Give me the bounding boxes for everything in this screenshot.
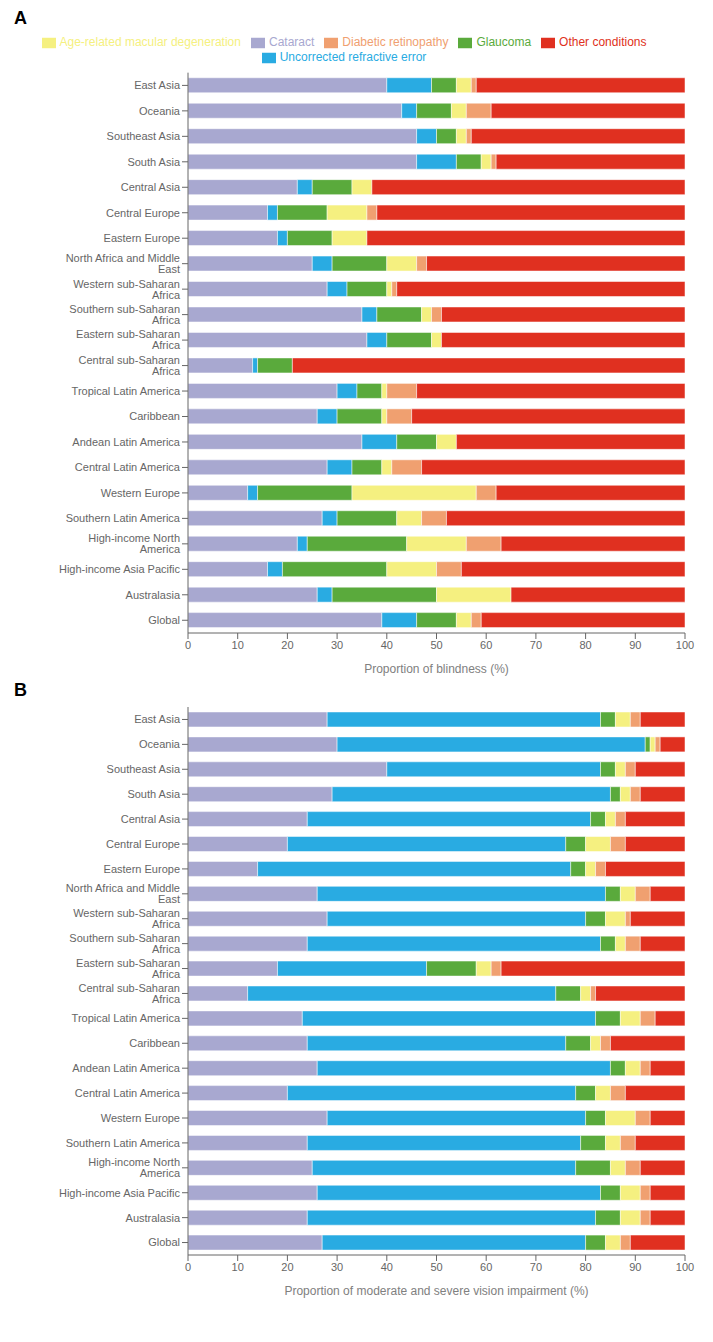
svg-text:Central Latin America: Central Latin America: [75, 1087, 181, 1099]
svg-text:Southern sub-SaharanAfrica: Southern sub-SaharanAfrica: [69, 932, 181, 955]
svg-text:North Africa and MiddleEast: North Africa and MiddleEast: [66, 882, 180, 905]
svg-text:50: 50: [430, 1261, 442, 1273]
svg-text:Southern Latin America: Southern Latin America: [66, 512, 181, 524]
svg-text:High-income Asia Pacific: High-income Asia Pacific: [59, 1187, 181, 1199]
svg-text:Oceania: Oceania: [139, 105, 181, 117]
svg-text:70: 70: [530, 1261, 542, 1273]
svg-text:Southern Latin America: Southern Latin America: [66, 1137, 181, 1149]
svg-text:90: 90: [629, 1261, 641, 1273]
svg-text:20: 20: [281, 1261, 293, 1273]
svg-text:Tropical Latin America: Tropical Latin America: [72, 1012, 181, 1024]
svg-text:40: 40: [381, 1261, 393, 1273]
svg-text:Southeast Asia: Southeast Asia: [107, 130, 181, 142]
svg-text:South Asia: South Asia: [127, 156, 180, 168]
svg-text:Western sub-SaharanAfrica: Western sub-SaharanAfrica: [73, 278, 181, 301]
svg-text:20: 20: [281, 639, 293, 651]
svg-text:Australasia: Australasia: [126, 589, 181, 601]
svg-text:East Asia: East Asia: [134, 79, 181, 91]
html-text:Glaucoma: Glaucoma: [476, 35, 532, 49]
svg-text:Global: Global: [148, 614, 180, 626]
svg-text:Western sub-SaharanAfrica: Western sub-SaharanAfrica: [73, 907, 181, 930]
svg-text:100: 100: [676, 639, 694, 651]
svg-text:Central Europe: Central Europe: [106, 207, 180, 219]
svg-text:Western Europe: Western Europe: [101, 1112, 180, 1124]
svg-text:North Africa and MiddleEast: North Africa and MiddleEast: [66, 252, 180, 275]
svg-text:100: 100: [676, 1261, 694, 1273]
svg-text:Central sub-SaharanAfrica: Central sub-SaharanAfrica: [78, 354, 180, 377]
svg-text:High-income NorthAmerica: High-income NorthAmerica: [88, 532, 181, 555]
svg-text:70: 70: [530, 639, 542, 651]
html-text:Age-related macular degenerati: Age-related macular degeneration: [59, 35, 241, 49]
svg-text:Southeast Asia: Southeast Asia: [107, 763, 181, 775]
svg-text:High-income Asia Pacific: High-income Asia Pacific: [59, 563, 181, 575]
svg-text:Eastern sub-SaharanAfrica: Eastern sub-SaharanAfrica: [76, 957, 181, 980]
html-text:Other conditions: Other conditions: [559, 35, 647, 49]
svg-text:Caribbean: Caribbean: [129, 1037, 180, 1049]
svg-text:80: 80: [579, 1261, 591, 1273]
html-text:Uncorrected refractive error: Uncorrected refractive error: [279, 49, 427, 64]
svg-text:Central Asia: Central Asia: [121, 181, 181, 193]
svg-text:Central Europe: Central Europe: [106, 838, 180, 850]
svg-text:Eastern Europe: Eastern Europe: [104, 863, 180, 875]
svg-text:Central Latin America: Central Latin America: [75, 461, 181, 473]
svg-text:60: 60: [480, 639, 492, 651]
html-text:A: A: [14, 8, 27, 28]
svg-text:80: 80: [579, 639, 591, 651]
html-text:Cataract: Cataract: [269, 35, 315, 49]
svg-text:Proportion of blindness (%): Proportion of blindness (%): [364, 662, 509, 676]
svg-text:0: 0: [185, 639, 191, 651]
svg-text:40: 40: [381, 639, 393, 651]
svg-text:Caribbean: Caribbean: [129, 410, 180, 422]
svg-text:10: 10: [232, 1261, 244, 1273]
html-text:B: B: [14, 680, 27, 700]
svg-text:High-income NorthAmerica: High-income NorthAmerica: [88, 1156, 181, 1179]
svg-text:Eastern Europe: Eastern Europe: [104, 232, 180, 244]
svg-text:50: 50: [430, 639, 442, 651]
svg-text:Central sub-SaharanAfrica: Central sub-SaharanAfrica: [78, 982, 180, 1005]
svg-text:Australasia: Australasia: [126, 1212, 181, 1224]
svg-text:90: 90: [629, 639, 641, 651]
html-text:Diabetic retinopathy: Diabetic retinopathy: [342, 35, 449, 49]
svg-text:60: 60: [480, 1261, 492, 1273]
svg-text:South Asia: South Asia: [127, 788, 180, 800]
svg-text:Central Asia: Central Asia: [121, 813, 181, 825]
svg-text:Southern sub-SaharanAfrica: Southern sub-SaharanAfrica: [69, 303, 181, 326]
svg-text:East Asia: East Asia: [134, 713, 181, 725]
svg-text:Tropical Latin America: Tropical Latin America: [72, 385, 181, 397]
svg-text:30: 30: [331, 1261, 343, 1273]
svg-text:Proportion of moderate and sev: Proportion of moderate and severe vision…: [284, 1284, 588, 1298]
svg-text:0: 0: [185, 1261, 191, 1273]
svg-text:Andean Latin America: Andean Latin America: [72, 1062, 181, 1074]
svg-text:Oceania: Oceania: [139, 738, 181, 750]
svg-text:30: 30: [331, 639, 343, 651]
svg-text:Andean Latin America: Andean Latin America: [72, 436, 181, 448]
svg-text:Global: Global: [148, 1236, 180, 1248]
svg-text:Western Europe: Western Europe: [101, 487, 180, 499]
svg-text:Eastern sub-SaharanAfrica: Eastern sub-SaharanAfrica: [76, 328, 181, 351]
svg-text:10: 10: [232, 639, 244, 651]
